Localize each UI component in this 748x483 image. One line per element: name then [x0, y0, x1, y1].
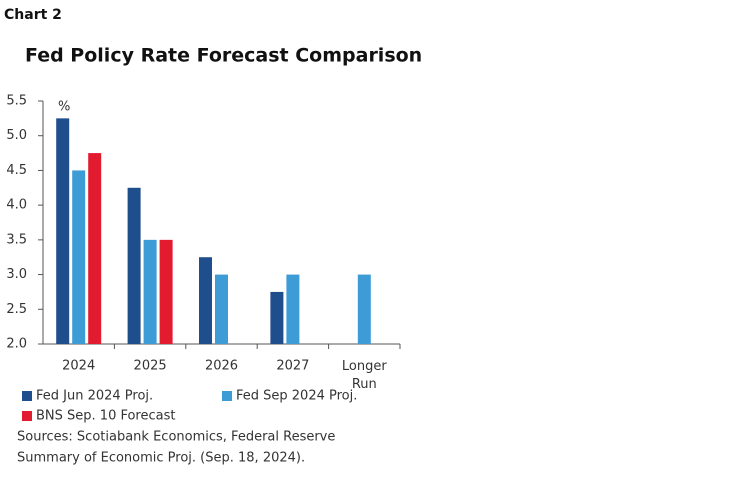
y-tick-label: 4.5 [6, 163, 27, 178]
y-tick-label: 5.0 [6, 128, 27, 143]
bar [127, 187, 141, 344]
legend-swatch [222, 391, 232, 401]
legend-label: BNS Sep. 10 Forecast [36, 409, 175, 424]
bar [199, 257, 212, 344]
legend-label: Fed Jun 2024 Proj. [36, 389, 153, 404]
bar [215, 274, 228, 344]
legend-swatch [22, 411, 32, 421]
y-tick-label: 2.5 [6, 302, 27, 317]
note: Summary of Economic Proj. (Sep. 18, 2024… [17, 451, 305, 466]
bar [88, 153, 102, 344]
bar [357, 274, 371, 344]
unit-label: % [58, 100, 70, 115]
note: Sources: Scotiabank Economics, Federal R… [17, 430, 335, 445]
y-tick-label: 4.0 [6, 198, 27, 213]
chart-title: Fed Policy Rate Forecast Comparison [25, 45, 422, 67]
bar [143, 239, 157, 344]
bar [270, 291, 284, 344]
bar [286, 274, 300, 344]
y-tick-label: 3.5 [6, 232, 27, 247]
bar [72, 170, 86, 344]
x-tick-label: Longer Run [342, 359, 387, 392]
x-tick-label: 2026 [205, 359, 238, 374]
bar [159, 239, 173, 344]
y-tick-label: 3.0 [6, 267, 27, 282]
legend-swatch [22, 391, 32, 401]
x-tick-label: 2024 [62, 359, 95, 374]
y-tick-label: 2.0 [6, 337, 27, 352]
x-tick-label: 2027 [276, 359, 309, 374]
legend-label: Fed Sep 2024 Proj. [236, 389, 357, 404]
bar [56, 118, 70, 344]
chart-label: Chart 2 [4, 7, 62, 23]
y-tick-label: 5.5 [6, 94, 27, 109]
x-tick-label: 2025 [134, 359, 167, 374]
